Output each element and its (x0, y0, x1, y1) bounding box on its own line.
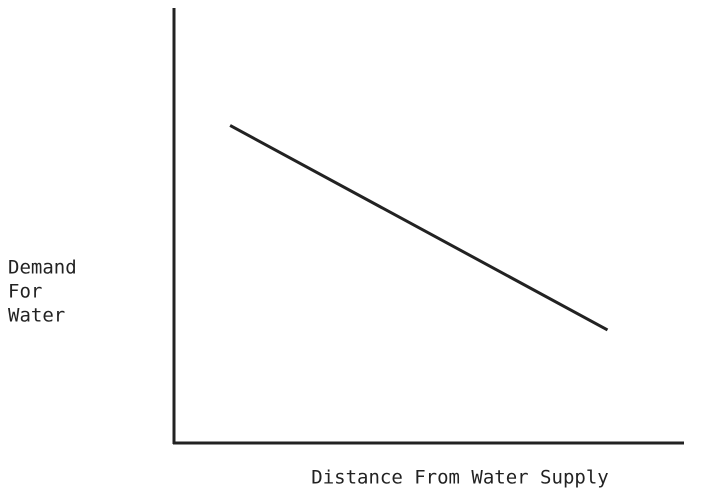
y-axis-label: For (8, 281, 42, 303)
y-axis-label: Demand (8, 257, 77, 279)
y-axis-label: Water (8, 305, 65, 327)
data-line (229, 124, 609, 332)
x-axis-label: Distance From Water Supply (311, 467, 608, 489)
